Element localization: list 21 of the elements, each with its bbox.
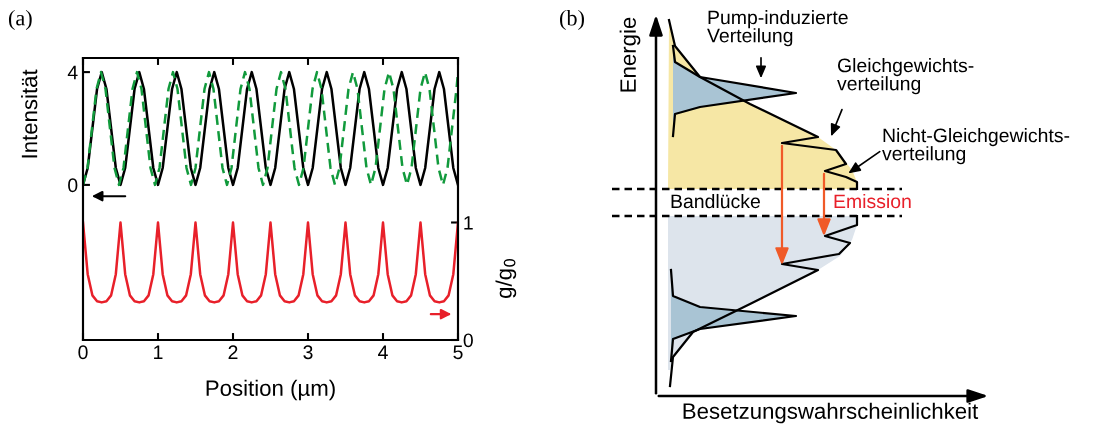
x-tick-label: 4 — [378, 345, 388, 359]
text: Besetzungswahrscheinlichkeit — [683, 402, 979, 424]
text: Energie — [619, 17, 641, 92]
y2-axis-title: g/g$_{0}$ — [495, 258, 517, 298]
y2-tick-label: 1 — [464, 216, 473, 230]
text: (b) — [560, 9, 584, 31]
y-axis-title: Intensität — [21, 69, 38, 158]
chart-title: (a) — [8, 9, 32, 31]
x-axis-title: Position (µm) — [206, 379, 335, 401]
x-tick-label: 5 — [453, 345, 463, 360]
x-tick-label: 0 — [78, 345, 88, 360]
y2-tick-label: 0 — [463, 333, 473, 348]
line-series — [83, 221, 458, 304]
text: Emission — [834, 193, 911, 209]
text: Nicht-Gleichgewichts- verteilung — [882, 128, 1070, 165]
text: Bandlücke — [671, 193, 760, 209]
x-tick-label: 3 — [303, 345, 313, 360]
x-tick-label: 2 — [228, 345, 238, 359]
text: Gleichgewichts- verteilung — [837, 58, 974, 95]
text: Pump-induzierte Verteilung — [707, 10, 848, 47]
x-tick-label: 1 — [154, 345, 163, 359]
